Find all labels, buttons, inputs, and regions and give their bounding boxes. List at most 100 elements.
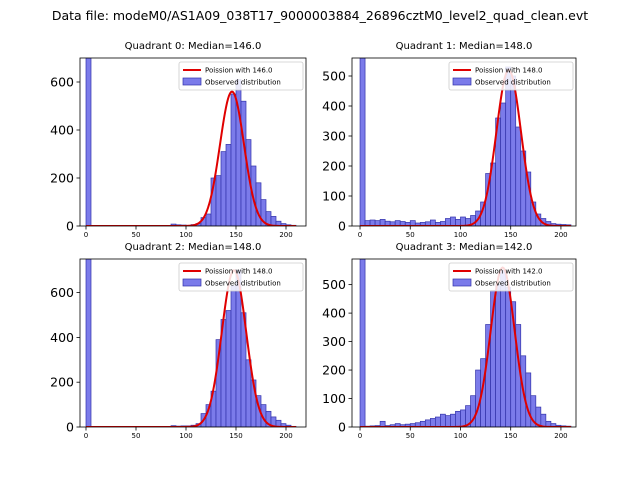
x-tick-label: 150	[229, 432, 242, 440]
y-tick-label: 500	[322, 277, 346, 292]
axes-frame	[351, 57, 577, 227]
x-tick-label: 0	[358, 432, 362, 440]
histogram-bar	[85, 259, 92, 427]
histogram-bar	[450, 413, 456, 427]
quadrant-1-panel: 0 50 100 150 200 0 100 200 300 400 500 Quadrant 1: …	[322, 41, 577, 239]
x-tick-label: 50	[132, 432, 141, 440]
y-tick-label: 200	[322, 159, 346, 174]
axes-frame	[351, 258, 577, 428]
legend: Poission with 146.0 Observed distribution	[178, 61, 304, 91]
y-tick-label: 600	[50, 285, 74, 300]
x-tick-label: 200	[279, 432, 292, 440]
histogram-bar	[540, 413, 547, 427]
histogram-bar	[505, 66, 512, 226]
legend-curve-label: Poission with 148.0	[475, 67, 543, 75]
x-tick-label: 100	[179, 432, 192, 440]
histogram-bar	[85, 58, 92, 226]
x-tick-label: 150	[504, 432, 517, 440]
x-tick-label: 200	[279, 231, 292, 239]
y-tick-label: 100	[322, 391, 346, 406]
legend-curve-label: Poission with 148.0	[205, 268, 273, 276]
y-tick-label: 300	[322, 334, 346, 349]
axes-frame	[79, 57, 307, 227]
y-tick-label: 200	[50, 171, 74, 186]
histogram-bar	[455, 410, 461, 427]
legend-curve-label: Poission with 142.0	[475, 268, 543, 276]
x-tick-label: 100	[179, 231, 192, 239]
legend-hist-label: Observed distribution	[475, 79, 551, 87]
y-tick-label: 400	[322, 306, 346, 321]
legend-box	[178, 262, 304, 292]
histogram-bar	[240, 100, 247, 226]
histogram-bar	[430, 418, 436, 427]
histogram-bar	[435, 416, 441, 427]
legend-box	[178, 61, 304, 91]
legend: Poission with 142.0 Observed distribution	[448, 262, 574, 292]
histogram-bar	[245, 359, 252, 427]
legend-curve-label: Poission with 146.0	[205, 67, 273, 75]
legend: Poission with 148.0 Observed distribution	[448, 61, 574, 91]
histogram-bar	[515, 126, 522, 226]
y-tick-label: 400	[322, 99, 346, 114]
figure-title: Data file: modeM0/AS1A09_038T17_90000038…	[52, 8, 588, 23]
histogram-bar	[225, 144, 232, 226]
legend-hist-swatch	[182, 77, 202, 86]
x-tick-label: 200	[554, 432, 567, 440]
axes-frame	[79, 258, 307, 428]
histogram-bar	[460, 216, 466, 226]
y-tick-label: 200	[322, 363, 346, 378]
y-tick-label: 500	[322, 69, 346, 84]
histogram-bar	[230, 93, 237, 226]
panel-title: Quadrant 1: Median=148.0	[396, 41, 533, 52]
histogram-bar	[450, 216, 456, 226]
legend-hist-label: Observed distribution	[205, 79, 281, 87]
plot-area	[359, 58, 572, 226]
legend-hist-swatch	[452, 278, 472, 287]
histogram-bar	[440, 413, 446, 427]
y-tick-label: 0	[338, 420, 346, 435]
histogram-bar	[230, 285, 237, 427]
histogram-bar	[424, 419, 431, 427]
histogram-bar	[495, 284, 502, 427]
y-tick-label: 0	[66, 420, 74, 435]
x-tick-label: 50	[132, 231, 141, 239]
x-tick-label: 50	[406, 231, 415, 239]
histogram-bar	[220, 151, 227, 226]
y-tick-label: 600	[50, 75, 74, 90]
histogram-bar	[359, 259, 366, 427]
quadrant-3-panel: 0 50 100 150 200 0 100 200 300 400 500 Quadrant 3: …	[322, 242, 577, 440]
poisson-curve	[360, 266, 571, 427]
x-tick-label: 0	[84, 231, 88, 239]
histogram-bar	[510, 75, 517, 226]
y-tick-label: 400	[50, 123, 74, 138]
x-tick-label: 150	[504, 231, 517, 239]
histogram-bar	[359, 58, 366, 226]
x-tick-label: 150	[229, 231, 242, 239]
y-tick-label: 100	[322, 189, 346, 204]
panel-title: Quadrant 0: Median=146.0	[125, 41, 262, 52]
legend-hist-swatch	[452, 77, 472, 86]
histogram-bar	[205, 213, 212, 226]
histogram-bar	[215, 175, 222, 226]
x-tick-label: 0	[84, 432, 88, 440]
legend-hist-swatch	[182, 278, 202, 287]
histogram-bar	[445, 415, 451, 427]
y-tick-label: 300	[322, 129, 346, 144]
x-tick-label: 100	[454, 231, 467, 239]
legend: Poission with 148.0 Observed distribution	[178, 262, 304, 292]
y-tick-label: 0	[338, 219, 346, 234]
histogram-bar	[525, 372, 532, 427]
quadrant-2-panel: 0 50 100 150 200 0 200 400 600 Quadrant 2: Median…	[50, 242, 307, 440]
legend-hist-label: Observed distribution	[205, 280, 281, 288]
histogram-bar	[445, 218, 451, 226]
histogram-bar	[505, 287, 512, 427]
x-tick-label: 50	[406, 432, 415, 440]
y-tick-label: 400	[50, 330, 74, 345]
panel-title: Quadrant 2: Median=148.0	[125, 242, 262, 253]
legend-box	[448, 262, 574, 292]
histogram-bar	[225, 310, 232, 427]
plot-area	[359, 259, 572, 427]
histogram-bar	[255, 182, 262, 226]
